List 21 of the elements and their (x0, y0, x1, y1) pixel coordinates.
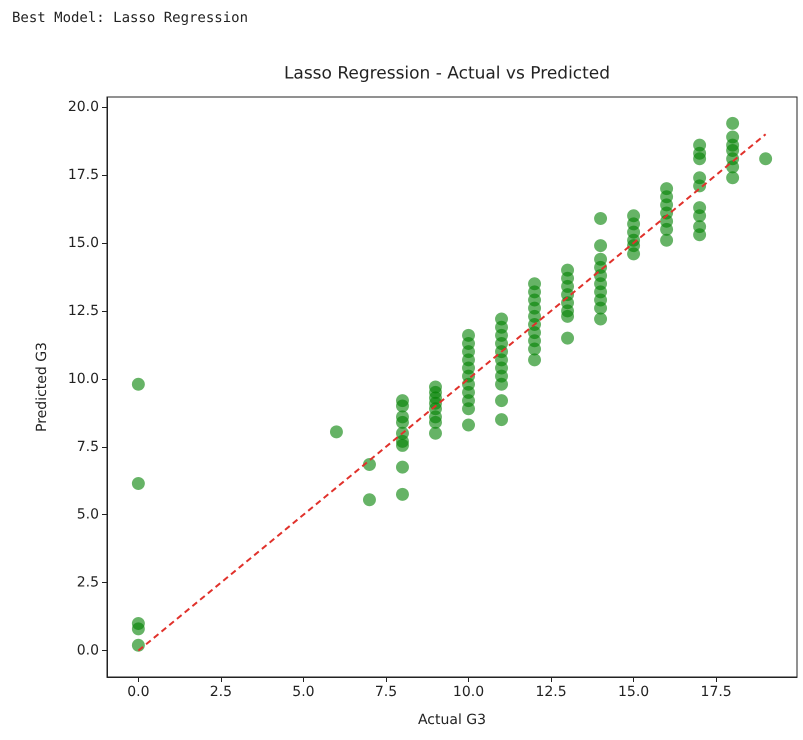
text: Best Model: Lasso Regression (12, 10, 248, 26)
x-tick-label: 17.5 (700, 684, 732, 700)
y-tick-label: 10.0 (68, 370, 99, 387)
y-tick-label: 17.5 (68, 167, 99, 184)
y-axis-title: Predicted G3 (34, 342, 50, 432)
chart-title: Lasso Regression - Actual vs Predicted (284, 64, 610, 84)
x-axis-title: Actual G3 (418, 712, 486, 728)
x-tick-label: 15.0 (618, 684, 650, 700)
y-tick-label: 7.5 (76, 438, 99, 455)
x-tick-label: 7.5 (374, 684, 398, 700)
y-tick-label: 0.0 (76, 642, 99, 659)
y-tick-label: 20.0 (68, 99, 99, 116)
x-tick-label: 12.5 (535, 684, 567, 700)
y-tick-label: 5.0 (76, 506, 99, 523)
x-tick-label: 2.5 (210, 684, 232, 700)
y-tick-label: 12.5 (68, 302, 99, 319)
y-tick-label: 15.0 (68, 234, 99, 251)
x-tick-label: 10.0 (452, 684, 484, 700)
y-tick-label: 2.5 (76, 574, 99, 591)
x-tick-label: 0.0 (127, 684, 150, 700)
x-tick-label: 5.0 (292, 684, 315, 700)
